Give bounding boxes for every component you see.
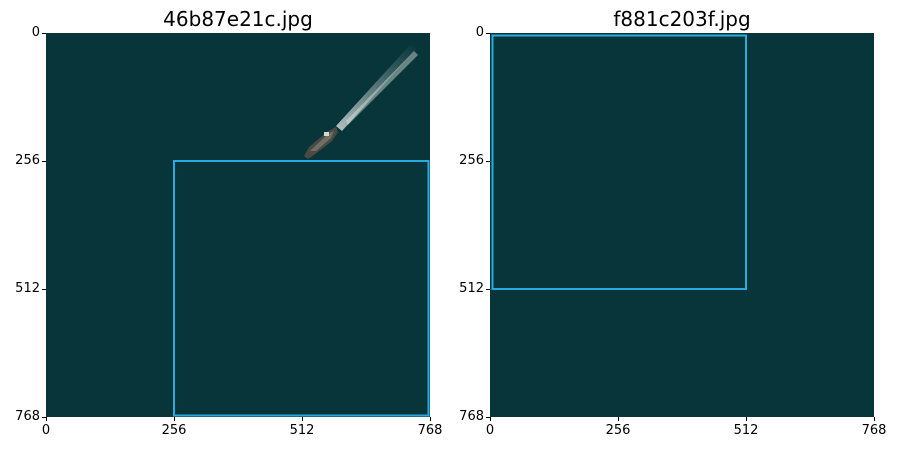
y-tick-mark xyxy=(42,33,46,34)
x-tick-mark xyxy=(874,417,875,421)
x-tick-label: 256 xyxy=(161,423,187,438)
y-tick-mark xyxy=(42,161,46,162)
image-panel-right: f881c203f.jpg 0 256 512 768 0 256 512 768 xyxy=(445,0,886,450)
y-tick-mark xyxy=(486,289,490,290)
x-tick-label: 512 xyxy=(289,423,315,438)
x-tick-label: 0 xyxy=(485,423,495,438)
x-tick-label: 512 xyxy=(733,423,759,438)
y-tick-label: 768 xyxy=(459,409,484,424)
y-tick-mark xyxy=(486,417,490,418)
x-tick-mark xyxy=(618,417,619,421)
y-tick-label: 768 xyxy=(15,409,40,424)
y-tick-label: 512 xyxy=(15,281,40,296)
water-background xyxy=(490,33,874,417)
satellite-image xyxy=(46,33,430,417)
x-tick-label: 0 xyxy=(41,423,51,438)
y-tick-label: 0 xyxy=(31,25,40,40)
ship-wake xyxy=(336,45,418,131)
y-tick-label: 256 xyxy=(459,153,484,168)
y-tick-label: 256 xyxy=(15,153,40,168)
y-tick-label: 0 xyxy=(475,25,484,40)
bounding-box xyxy=(173,160,430,417)
y-tick-mark xyxy=(42,417,46,418)
image-panel-left: 46b87e21c.jpg 0 256 512 768 0 256 512 768 xyxy=(0,0,442,450)
x-tick-mark xyxy=(430,417,431,421)
panel-title: f881c203f.jpg xyxy=(613,7,751,31)
satellite-image-frame xyxy=(490,33,874,417)
y-tick-label: 512 xyxy=(459,281,484,296)
x-tick-mark xyxy=(490,417,491,421)
bounding-box xyxy=(491,34,747,290)
panel-title: 46b87e21c.jpg xyxy=(163,7,313,31)
y-tick-mark xyxy=(42,289,46,290)
satellite-image-frame xyxy=(46,33,430,417)
x-tick-label: 256 xyxy=(605,423,631,438)
x-tick-mark xyxy=(174,417,175,421)
x-tick-mark xyxy=(746,417,747,421)
y-tick-mark xyxy=(486,33,490,34)
x-tick-mark xyxy=(46,417,47,421)
x-tick-label: 768 xyxy=(417,423,443,438)
x-tick-label: 768 xyxy=(861,423,887,438)
satellite-image xyxy=(490,33,874,417)
ship xyxy=(304,127,338,159)
x-tick-mark xyxy=(302,417,303,421)
y-tick-mark xyxy=(486,161,490,162)
